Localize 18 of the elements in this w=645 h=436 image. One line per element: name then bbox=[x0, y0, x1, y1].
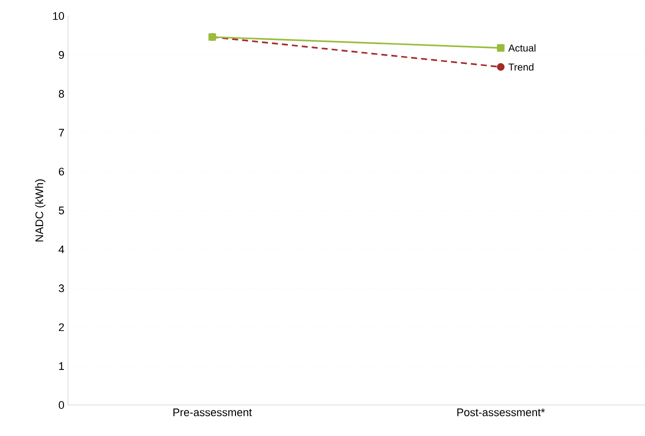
y-tick-label: 0 bbox=[58, 401, 64, 409]
series-label: Trend bbox=[508, 63, 534, 71]
point bbox=[496, 63, 505, 71]
y-tick-label: 4 bbox=[58, 246, 64, 254]
y-tick-label: 9 bbox=[58, 51, 64, 59]
y-tick-label: 2 bbox=[58, 323, 64, 332]
y-tick-label: 7 bbox=[58, 128, 64, 136]
y-axis-title: NADC (kWh) bbox=[35, 179, 46, 242]
series-label: Actual bbox=[508, 44, 536, 52]
x-tick-label: Post-assessment* bbox=[457, 408, 545, 416]
y-tick-label: 10 bbox=[53, 12, 64, 20]
y-tick-label: 6 bbox=[58, 168, 64, 176]
y-tick-label: 3 bbox=[58, 284, 64, 292]
y-tick-label: 5 bbox=[58, 206, 64, 214]
y-tick-label: 1 bbox=[59, 362, 64, 370]
x-tick-label: Pre-assessment bbox=[173, 408, 252, 416]
point bbox=[496, 44, 505, 52]
y-tick-label: 8 bbox=[58, 90, 64, 98]
